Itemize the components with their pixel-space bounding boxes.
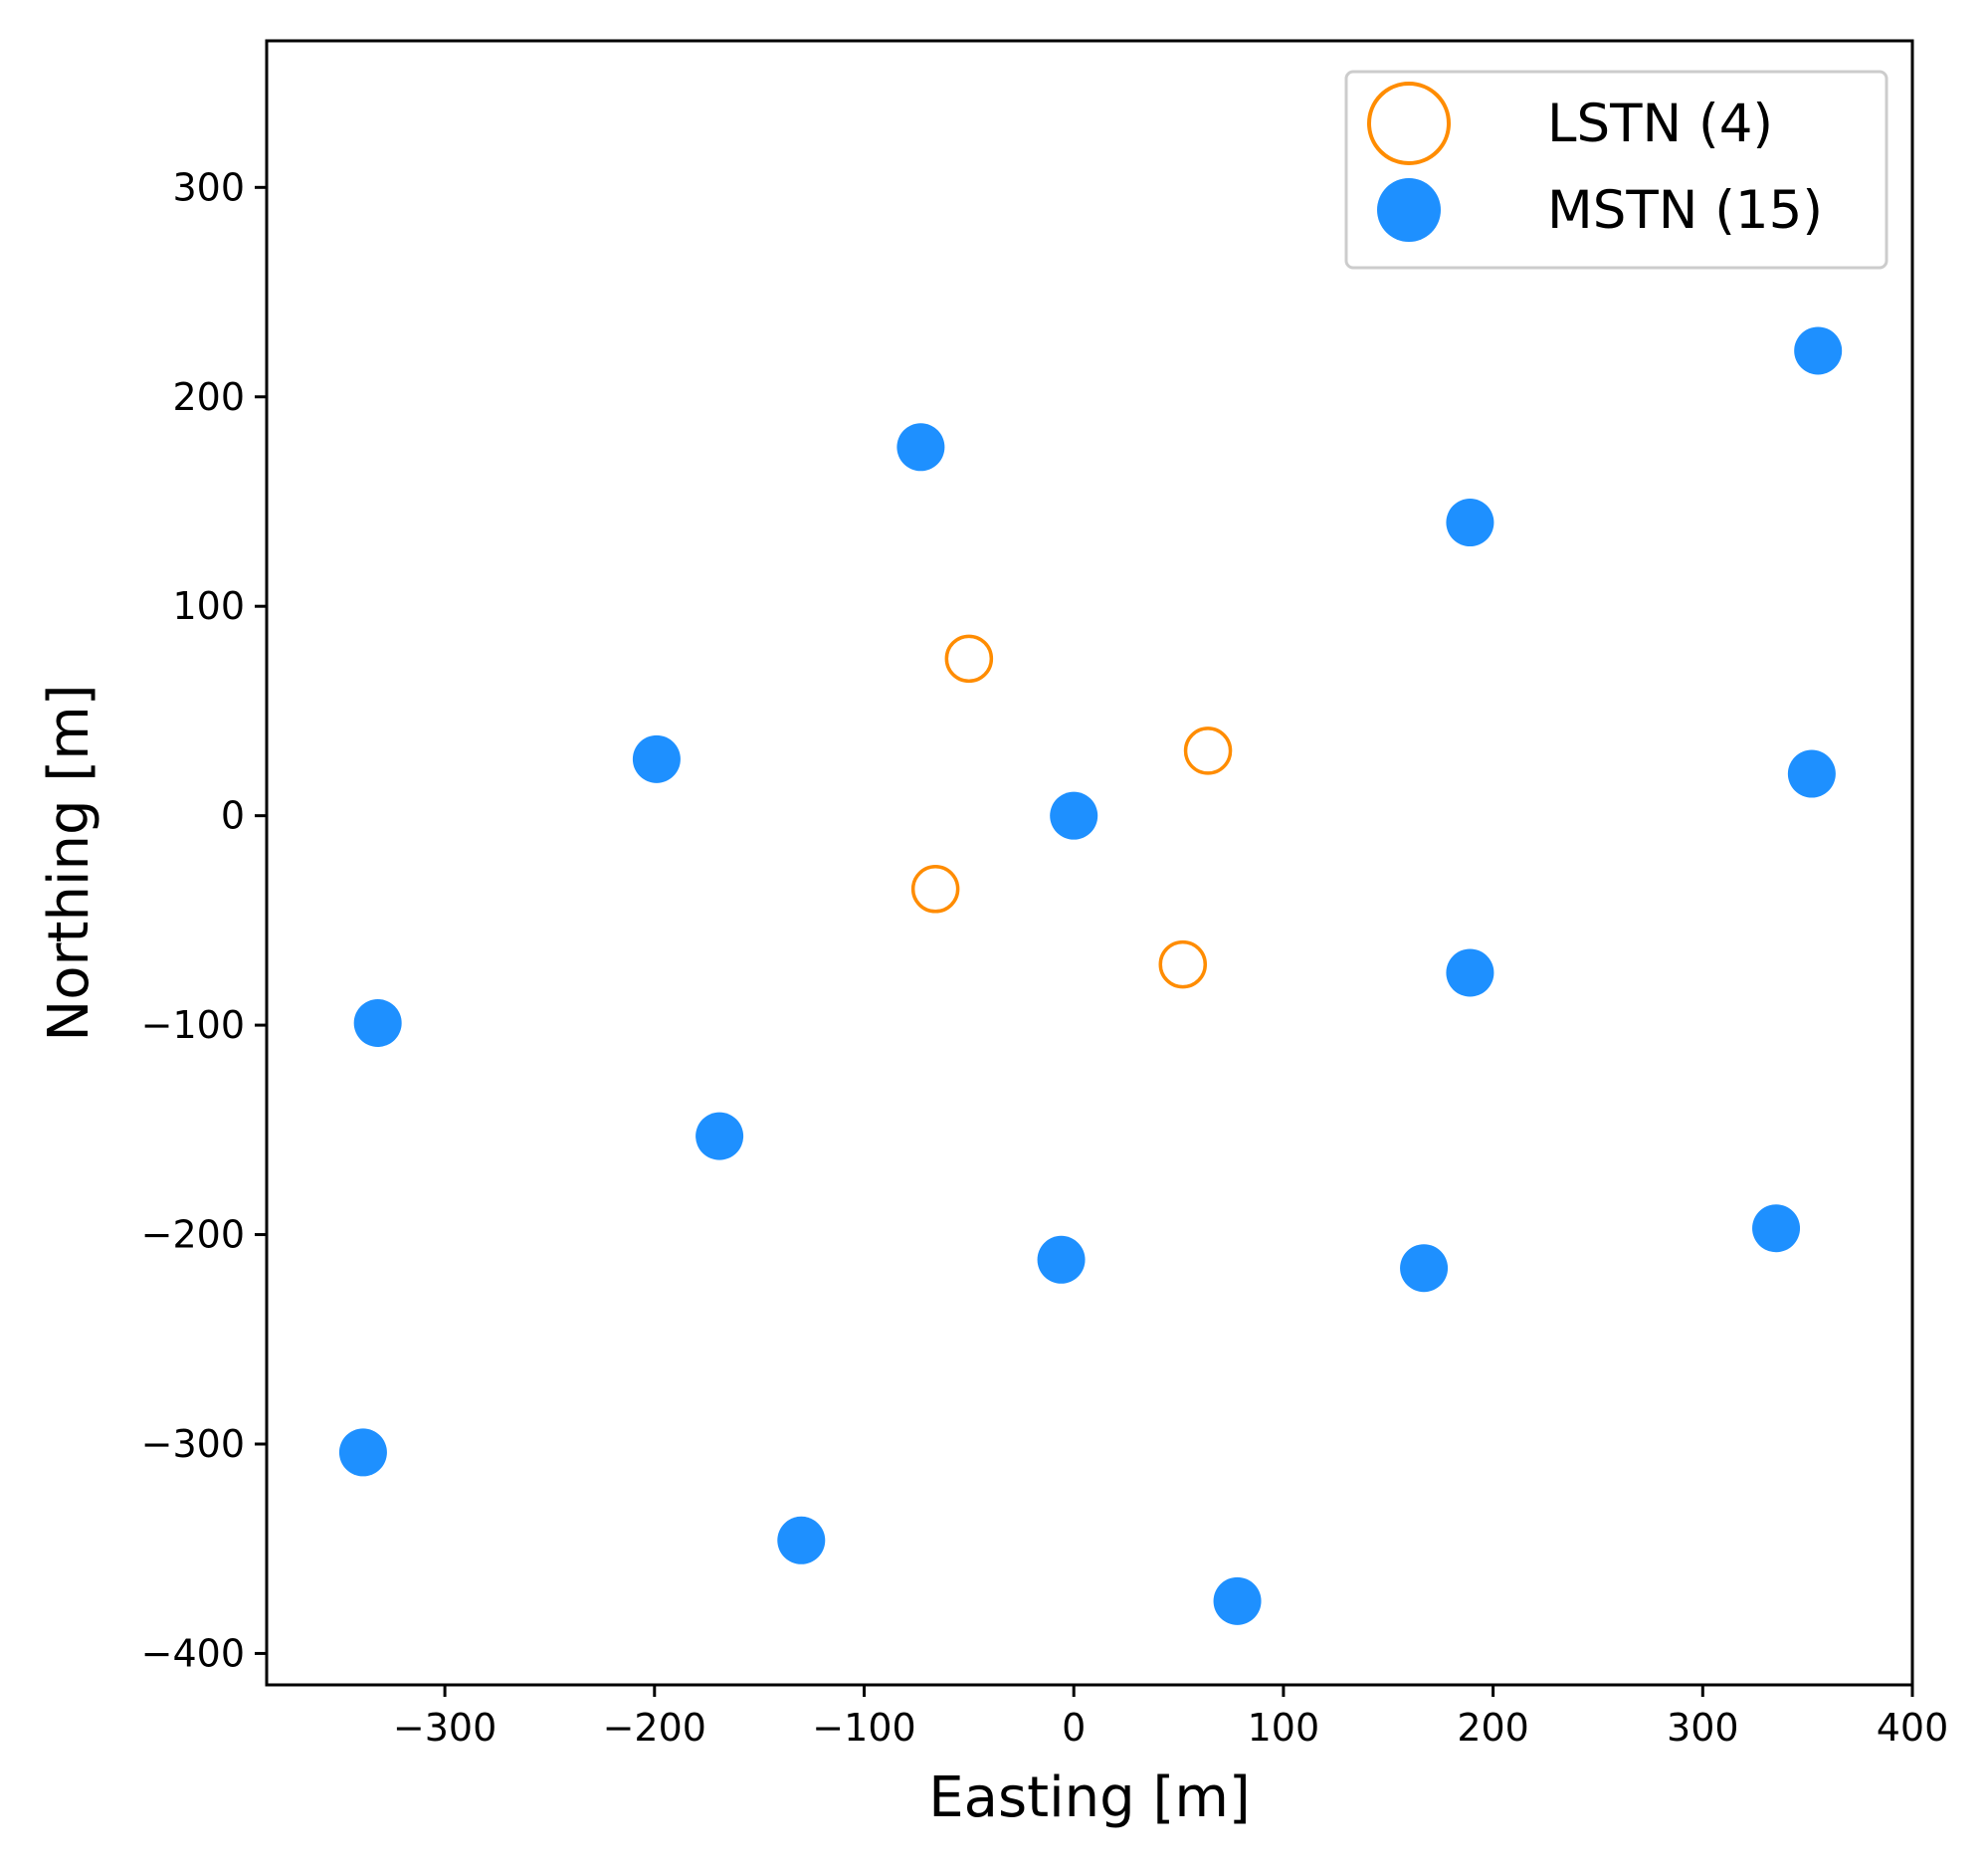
mstn-marker xyxy=(896,423,945,472)
y-tick-label: −100 xyxy=(141,1003,245,1047)
lstn-marker xyxy=(944,634,994,684)
mstn-marker xyxy=(1050,791,1098,840)
mstn-marker xyxy=(1213,1576,1262,1625)
lstn-marker xyxy=(910,865,960,914)
x-tick-label: 300 xyxy=(1667,1706,1739,1750)
y-tick-label: 300 xyxy=(172,165,245,209)
plot-frame xyxy=(265,39,1914,1687)
y-tick-label: −400 xyxy=(141,1631,245,1675)
x-axis-ticks: −300 −200 −100 0 100 200 300 400 xyxy=(393,1685,1948,1750)
data-markers xyxy=(338,326,1843,1625)
y-axis-label: Northing [m] xyxy=(37,684,101,1041)
x-tick-label: −300 xyxy=(393,1706,497,1750)
y-tick-label: 200 xyxy=(172,375,245,419)
mstn-marker xyxy=(1037,1235,1086,1284)
mstn-marker xyxy=(353,998,402,1047)
legend: LSTN (4) MSTN (15) xyxy=(1344,70,1889,270)
x-tick-label: −100 xyxy=(812,1706,915,1750)
x-tick-label: 400 xyxy=(1877,1706,1949,1750)
x-tick-label: −200 xyxy=(603,1706,706,1750)
y-tick-label: 100 xyxy=(172,584,245,628)
x-tick-label: 0 xyxy=(1062,1706,1086,1750)
x-tick-label: 200 xyxy=(1457,1706,1529,1750)
mstn-marker xyxy=(632,734,681,783)
mstn-marker xyxy=(338,1428,387,1477)
legend-marker-lstn xyxy=(1367,82,1451,165)
mstn-marker xyxy=(1400,1244,1449,1293)
mstn-marker xyxy=(1794,326,1843,375)
lstn-marker xyxy=(1183,726,1233,775)
y-tick-label: −300 xyxy=(141,1422,245,1466)
lstn-marker xyxy=(1158,939,1208,989)
mstn-marker xyxy=(1787,749,1836,798)
legend-box xyxy=(1344,70,1889,270)
mstn-marker xyxy=(1446,948,1494,997)
legend-label-lstn: LSTN (4) xyxy=(1547,94,1773,154)
mstn-marker xyxy=(1446,499,1494,547)
x-axis-label: Easting [m] xyxy=(928,1765,1250,1830)
mstn-marker xyxy=(777,1516,826,1564)
y-tick-label: −200 xyxy=(141,1213,245,1257)
legend-label-mstn: MSTN (15) xyxy=(1547,180,1823,241)
mstn-marker xyxy=(1752,1204,1801,1253)
y-axis-ticks: −400 −300 −200 −100 0 100 200 300 xyxy=(141,165,267,1675)
y-tick-label: 0 xyxy=(221,794,245,838)
legend-marker-mstn xyxy=(1377,178,1441,242)
x-tick-label: 100 xyxy=(1248,1706,1320,1750)
mstn-marker xyxy=(696,1112,744,1160)
